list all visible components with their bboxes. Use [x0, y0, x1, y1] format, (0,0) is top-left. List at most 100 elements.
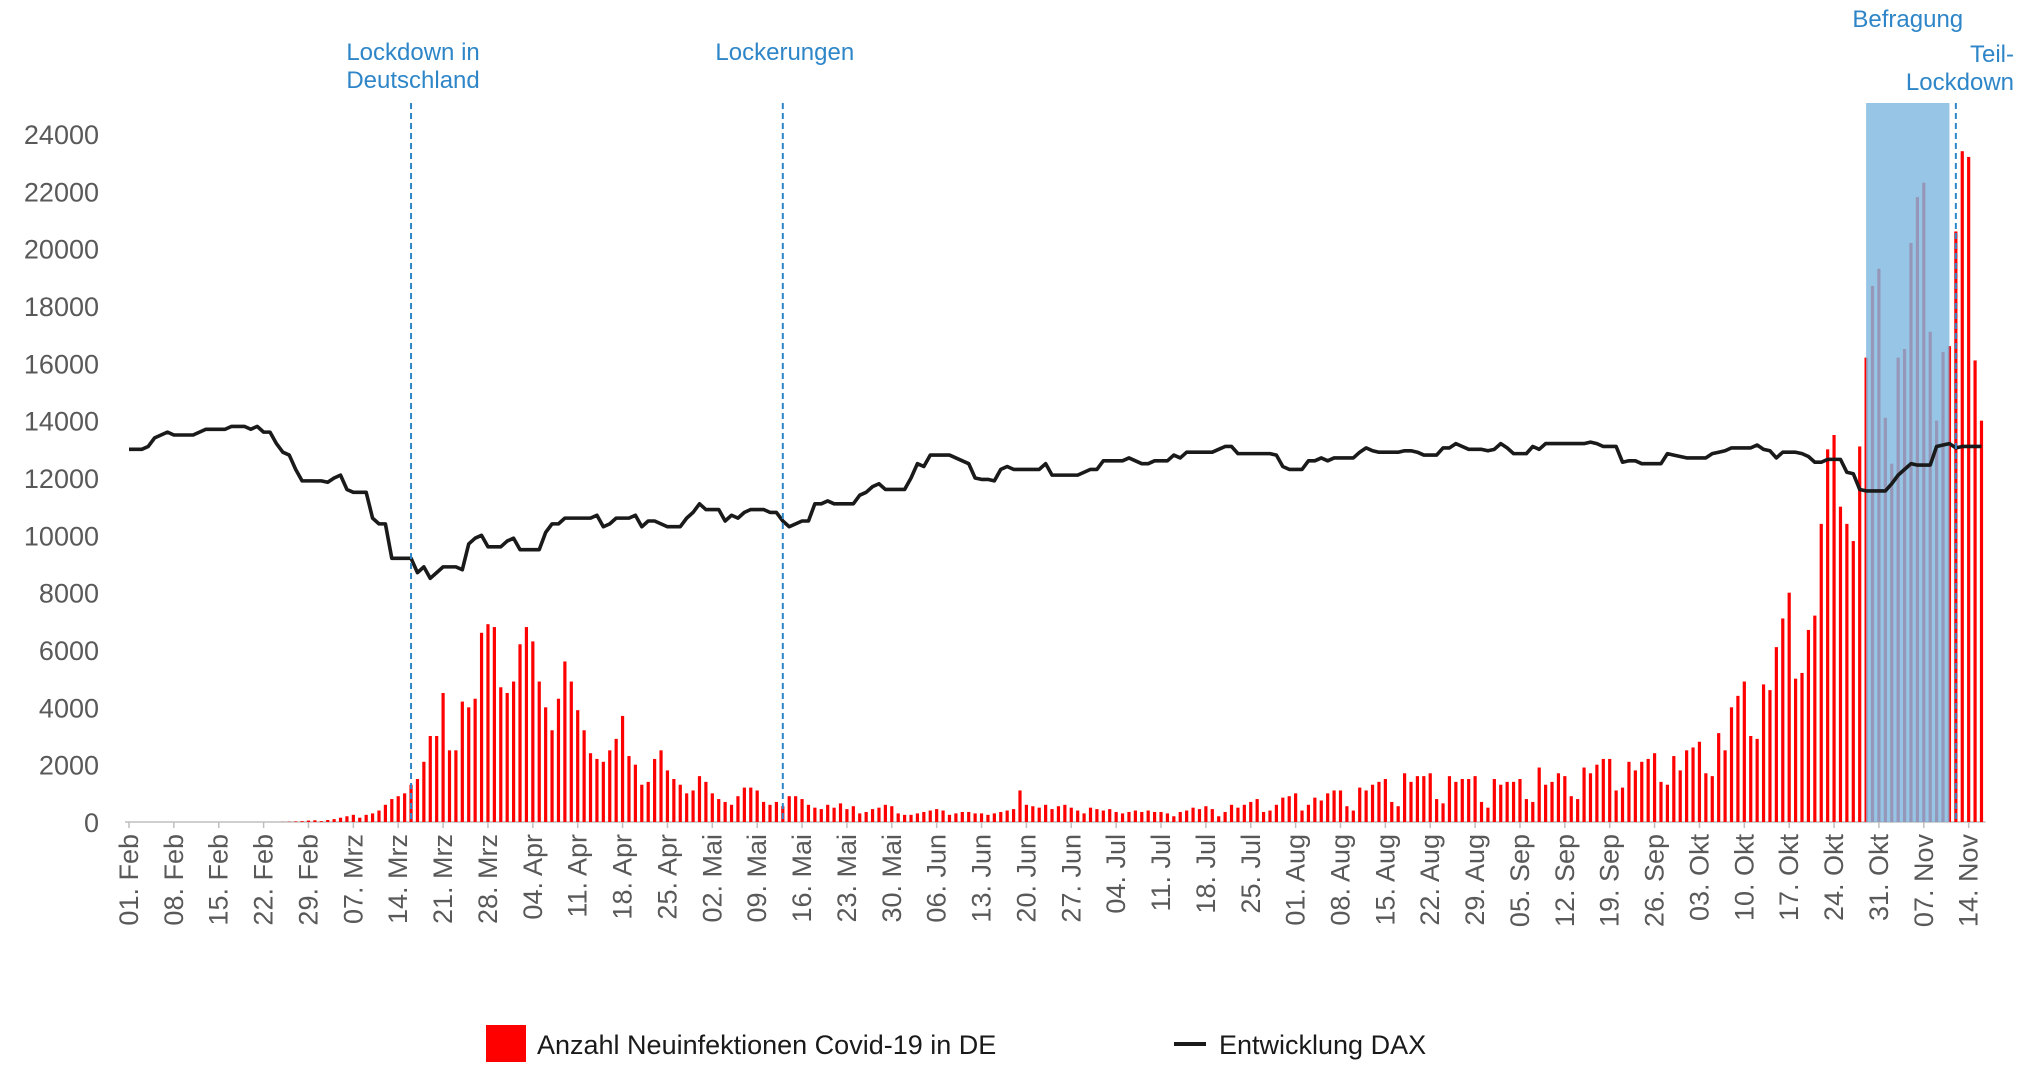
bar: [839, 803, 842, 822]
bar: [980, 813, 983, 822]
x-tick-label: 29. Feb: [293, 834, 323, 926]
bar: [1685, 750, 1688, 822]
bar: [1723, 750, 1726, 822]
bar: [486, 624, 489, 822]
x-tick-label: 04. Apr: [518, 834, 548, 920]
bar: [768, 805, 771, 822]
x-tick-label: 20. Jun: [1011, 834, 1041, 923]
bar: [1332, 790, 1335, 822]
bar: [1185, 811, 1188, 822]
x-tick-label: 31. Okt: [1864, 834, 1894, 922]
bar: [1788, 593, 1791, 822]
bar: [775, 802, 778, 822]
bar: [865, 812, 868, 822]
bar: [621, 716, 624, 822]
bar: [1608, 759, 1611, 822]
x-tick-label: 18. Jul: [1191, 834, 1221, 914]
bar: [1057, 806, 1060, 822]
y-tick-label: 2000: [39, 751, 99, 781]
bar: [1038, 808, 1041, 822]
bar: [826, 805, 829, 822]
bar: [1262, 812, 1265, 822]
bar: [730, 805, 733, 822]
bar: [1576, 799, 1579, 822]
bar: [320, 821, 323, 822]
bar: [717, 799, 720, 822]
bar: [1768, 690, 1771, 822]
bar: [807, 805, 810, 822]
bar: [788, 796, 791, 822]
x-tick-label: 11. Jul: [1146, 834, 1176, 912]
x-tick-label: 09. Mai: [742, 834, 772, 923]
bar: [1281, 798, 1284, 822]
bar: [1224, 812, 1227, 822]
bar: [1339, 790, 1342, 822]
bar: [467, 707, 470, 822]
bar: [474, 699, 477, 822]
bar: [1409, 782, 1412, 822]
bar: [595, 759, 598, 822]
bar: [1429, 773, 1432, 822]
line: [129, 426, 1981, 578]
bar: [1807, 630, 1810, 822]
bar: [1839, 507, 1842, 822]
bar: [685, 793, 688, 822]
legend-swatch: [486, 1025, 526, 1062]
bar: [499, 687, 502, 822]
bar: [384, 805, 387, 822]
bar: [877, 808, 880, 822]
annotation-label: Deutschland: [346, 67, 479, 94]
bar: [1352, 811, 1355, 822]
x-tick-label: 15. Feb: [204, 834, 234, 926]
bar: [762, 802, 765, 822]
bar: [1268, 811, 1271, 822]
x-tick-label: 10. Okt: [1729, 834, 1759, 922]
bar: [1172, 816, 1175, 822]
bar: [589, 753, 592, 822]
x-tick-label: 24. Okt: [1819, 834, 1849, 922]
bar: [1518, 779, 1521, 822]
bar: [1159, 812, 1162, 822]
bar: [1659, 782, 1662, 822]
x-tick-label: 06. Jun: [922, 834, 952, 923]
bar: [1525, 799, 1528, 822]
x-tick-label: 17. Okt: [1774, 834, 1804, 922]
bar: [525, 627, 528, 822]
bar: [1307, 805, 1310, 822]
bar: [441, 693, 444, 822]
bar: [871, 809, 874, 822]
bar: [1512, 782, 1515, 822]
bar: [1672, 756, 1675, 822]
x-tick-label: 14. Nov: [1954, 834, 1984, 928]
bar: [1531, 802, 1534, 822]
bar: [506, 693, 509, 822]
x-tick-label: 07. Nov: [1909, 834, 1939, 928]
bar: [903, 815, 906, 822]
bar: [1736, 696, 1739, 822]
bar: [576, 710, 579, 822]
bar: [1320, 801, 1323, 823]
bar: [1595, 765, 1598, 822]
bar: [1089, 808, 1092, 822]
bar: [833, 808, 836, 822]
y-tick-label: 0: [84, 808, 99, 838]
bar: [711, 793, 714, 822]
bar: [1480, 802, 1483, 822]
annotation-label: Lockdown in: [346, 39, 479, 66]
bar: [1666, 785, 1669, 822]
x-tick-label: 03. Okt: [1684, 834, 1714, 922]
bar: [691, 790, 694, 822]
bar: [403, 793, 406, 822]
bar: [480, 633, 483, 822]
bar: [1544, 785, 1547, 822]
x-tick-label: 21. Mrz: [428, 834, 458, 924]
x-tick-label: 29. Aug: [1460, 834, 1490, 926]
bar: [1467, 779, 1470, 822]
x-tick-label: 04. Jul: [1101, 834, 1131, 914]
bar: [1082, 813, 1085, 822]
bar: [659, 750, 662, 822]
x-tick-label: 08. Feb: [159, 834, 189, 926]
bar: [1288, 796, 1291, 822]
x-tick-label: 23. Mai: [832, 834, 862, 923]
